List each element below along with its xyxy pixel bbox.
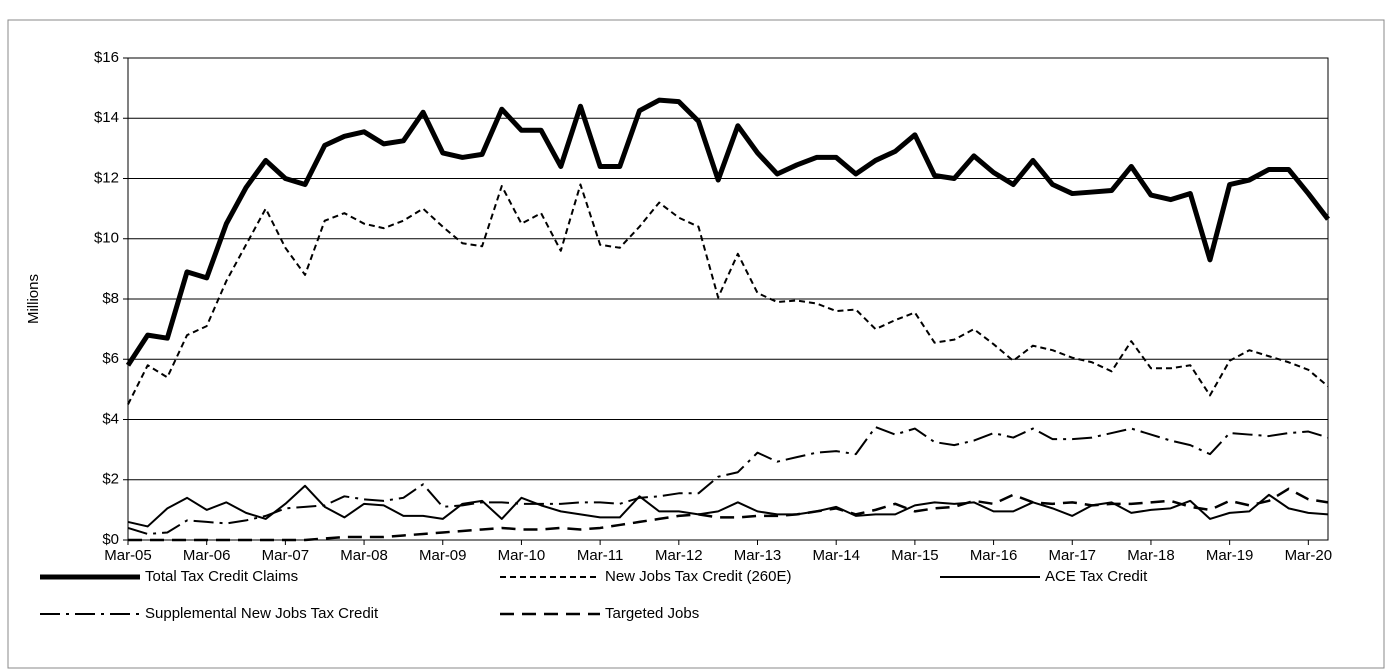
chart-frame: [7, 19, 1385, 669]
plot-frame: [127, 57, 1329, 541]
y-tick-label: $0: [102, 531, 119, 548]
x-tick-label: Mar-10: [498, 547, 546, 564]
series-line: [127, 183, 1329, 405]
series-line: [127, 426, 1329, 535]
y-tick-label: $2: [102, 471, 119, 488]
legend-label: ACE Tax Credit: [1045, 568, 1148, 585]
x-tick-label: Mar-08: [340, 547, 388, 564]
x-tick-label: Mar-09: [419, 547, 467, 564]
x-tick-label: Mar-18: [1127, 547, 1175, 564]
y-tick-label: $6: [102, 350, 119, 367]
legend-label: Supplemental New Jobs Tax Credit: [145, 605, 379, 622]
series-line: [128, 487, 1329, 542]
x-tick-label: Mar-11: [577, 547, 623, 564]
x-tick-label: Mar-20: [1285, 547, 1333, 564]
legend-label: New Jobs Tax Credit (260E): [605, 568, 791, 585]
x-tick-label: Mar-16: [970, 547, 1018, 564]
series-line: [125, 97, 1330, 367]
x-tick-label: Mar-17: [1049, 547, 1097, 564]
x-tick-label: Mar-19: [1206, 547, 1254, 564]
y-tick-label: $16: [94, 49, 119, 66]
x-tick-label: Mar-05: [104, 547, 152, 564]
x-tick-label: Mar-15: [891, 547, 939, 564]
y-tick-label: $10: [94, 230, 119, 247]
y-axis-label: Millions: [25, 274, 42, 324]
x-tick-label: Mar-06: [183, 547, 231, 564]
x-tick-label: Mar-12: [655, 547, 703, 564]
x-tick-label: Mar-14: [812, 547, 860, 564]
x-tick-label: Mar-07: [262, 547, 310, 564]
y-tick-label: $4: [102, 410, 119, 427]
legend-label: Total Tax Credit Claims: [145, 568, 298, 585]
y-tick-label: $8: [102, 290, 119, 307]
y-tick-label: $14: [94, 109, 119, 126]
legend-label: Targeted Jobs: [605, 605, 699, 622]
series-line: [127, 484, 1329, 528]
x-tick-label: Mar-13: [734, 547, 782, 564]
y-tick-label: $12: [94, 169, 119, 186]
